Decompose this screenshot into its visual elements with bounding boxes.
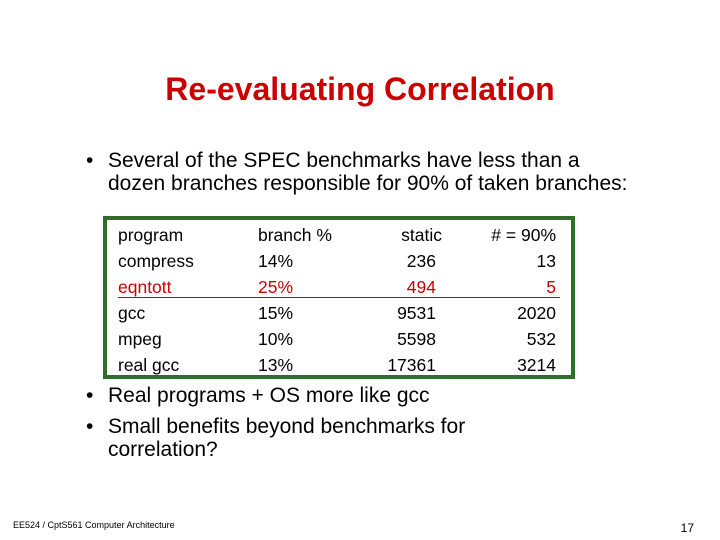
row-gcc-ninety: 2020 xyxy=(517,303,556,323)
row-realgcc-program: real gcc xyxy=(118,355,180,375)
footer-course: EE524 / CptS561 Computer Architecture xyxy=(13,520,175,530)
row-gcc-static: 9531 xyxy=(397,303,436,323)
bullet-small-benefits: • Small benefits beyond benchmarks for c… xyxy=(86,415,646,465)
row-eqntott-static: 494 xyxy=(406,277,436,297)
row-gcc-pct: 15% xyxy=(258,303,294,323)
row-eqntott-program: eqntott xyxy=(118,277,172,297)
bullet-text: Real programs + OS more like gcc xyxy=(108,384,430,407)
row-realgcc-pct: 13% xyxy=(258,355,294,375)
bullet-marker: • xyxy=(86,149,94,172)
row-realgcc-ninety: 3214 xyxy=(517,355,556,375)
highlight-underline xyxy=(118,297,560,298)
row-eqntott-ninety: 5 xyxy=(546,277,556,297)
row-gcc-program: gcc xyxy=(118,303,146,323)
row-compress-ninety: 13 xyxy=(536,251,556,271)
bullet-spec-benchmarks: • Several of the SPEC benchmarks have le… xyxy=(86,149,646,221)
header-static: static xyxy=(401,225,442,245)
row-mpeg-pct: 10% xyxy=(258,329,294,349)
slide-title: Re-evaluating Correlation xyxy=(165,71,555,107)
bullet-real-programs: • Real programs + OS more like gcc xyxy=(86,384,646,408)
row-mpeg-program: mpeg xyxy=(118,329,162,349)
header-program: program xyxy=(118,225,184,245)
row-eqntott-pct: 25% xyxy=(258,277,294,297)
bullet-text: Several of the SPEC benchmarks have less… xyxy=(108,149,628,195)
page-number: 17 xyxy=(680,521,694,535)
row-mpeg-static: 5598 xyxy=(397,329,436,349)
header-ninety: # = 90% xyxy=(491,225,556,245)
row-mpeg-ninety: 532 xyxy=(526,329,556,349)
row-compress-pct: 14% xyxy=(258,251,294,271)
bullet-text: Small benefits beyond benchmarks for cor… xyxy=(108,415,466,461)
row-compress-program: compress xyxy=(118,251,194,271)
row-realgcc-static: 17361 xyxy=(387,355,436,375)
bullet-marker: • xyxy=(86,415,94,438)
header-branch-pct: branch % xyxy=(258,225,332,245)
benchmark-table: program branch % static # = 90% compress… xyxy=(103,216,575,379)
bullet-marker: • xyxy=(86,384,94,407)
row-compress-static: 236 xyxy=(406,251,436,271)
